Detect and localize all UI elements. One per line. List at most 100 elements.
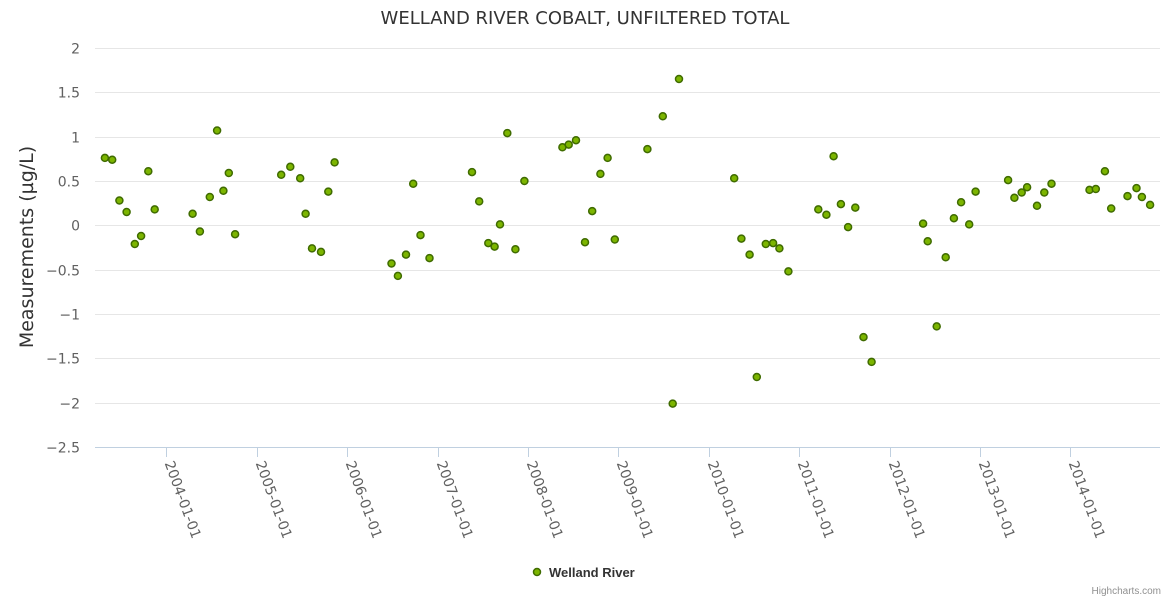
y-axis: 2 1.5 1 0.5 0 −0.5 −1 −1.5 −2 −2.5: [46, 42, 80, 457]
data-point[interactable]: [130, 239, 140, 249]
y-tick-label: −2: [59, 397, 80, 413]
data-point[interactable]: [1017, 188, 1026, 197]
data-point[interactable]: [212, 126, 222, 135]
data-point[interactable]: [918, 219, 928, 228]
data-point[interactable]: [923, 237, 932, 246]
data-point[interactable]: [276, 170, 286, 180]
data-point[interactable]: [1047, 179, 1056, 188]
y-tick-label: −0.5: [46, 264, 80, 280]
data-point[interactable]: [1003, 175, 1013, 185]
data-point[interactable]: [503, 128, 512, 138]
data-point[interactable]: [867, 357, 876, 367]
data-point[interactable]: [301, 209, 310, 219]
data-point[interactable]: [144, 166, 153, 176]
data-point[interactable]: [387, 259, 396, 268]
data-point[interactable]: [643, 144, 652, 154]
legend-marker[interactable]: [532, 567, 542, 577]
data-point[interactable]: [286, 162, 295, 172]
data-point[interactable]: [316, 247, 326, 257]
data-point[interactable]: [224, 168, 234, 178]
data-point[interactable]: [822, 210, 831, 219]
data-point[interactable]: [511, 245, 520, 254]
data-point[interactable]: [587, 206, 597, 216]
data-point[interactable]: [752, 372, 762, 382]
data-point[interactable]: [1022, 182, 1032, 192]
legend[interactable]: Welland River: [532, 565, 635, 580]
data-point[interactable]: [956, 198, 966, 207]
data-point[interactable]: [1132, 183, 1141, 193]
data-point[interactable]: [964, 220, 974, 229]
data-point[interactable]: [393, 271, 403, 281]
data-point[interactable]: [467, 167, 477, 177]
data-point[interactable]: [603, 153, 612, 163]
data-point[interactable]: [150, 205, 159, 214]
data-point[interactable]: [971, 187, 980, 196]
data-point[interactable]: [745, 250, 754, 259]
data-point[interactable]: [932, 322, 941, 331]
data-point[interactable]: [1137, 192, 1147, 202]
y-tick-label: −1.5: [46, 352, 80, 368]
data-point[interactable]: [100, 153, 110, 163]
data-point[interactable]: [737, 234, 746, 243]
data-point[interactable]: [843, 222, 853, 232]
data-point[interactable]: [1032, 201, 1042, 211]
data-point[interactable]: [219, 186, 228, 196]
data-point[interactable]: [571, 135, 581, 145]
data-point[interactable]: [195, 227, 205, 236]
data-point[interactable]: [580, 237, 590, 247]
data-point[interactable]: [205, 192, 215, 202]
data-point[interactable]: [658, 112, 668, 121]
data-point[interactable]: [784, 267, 793, 276]
data-point[interactable]: [495, 220, 505, 229]
y-axis-title: Measurements (µg/L): [16, 146, 38, 348]
data-point[interactable]: [1040, 188, 1049, 197]
data-point[interactable]: [107, 155, 117, 164]
data-point[interactable]: [416, 230, 425, 240]
data-point[interactable]: [401, 250, 411, 259]
data-point[interactable]: [122, 207, 131, 217]
data-point[interactable]: [295, 174, 305, 183]
data-point[interactable]: [1100, 166, 1110, 176]
credits-link[interactable]: Highcharts.com: [1092, 586, 1161, 597]
y-tick-label: 0.5: [58, 175, 80, 191]
legend-label-welland-river[interactable]: Welland River: [549, 565, 635, 580]
data-point[interactable]: [307, 244, 317, 253]
data-point[interactable]: [520, 176, 529, 186]
data-point[interactable]: [859, 332, 868, 342]
data-point[interactable]: [668, 399, 677, 408]
data-point[interactable]: [610, 235, 620, 244]
data-point[interactable]: [1010, 193, 1019, 203]
data-point[interactable]: [230, 229, 240, 239]
data-point[interactable]: [729, 174, 739, 183]
data-point[interactable]: [425, 253, 434, 263]
chart-title: WELLAND RIVER COBALT, UNFILTERED TOTAL: [381, 8, 790, 29]
data-point[interactable]: [188, 209, 197, 219]
data-point[interactable]: [115, 196, 124, 205]
data-point[interactable]: [829, 151, 838, 161]
data-point[interactable]: [949, 213, 959, 223]
y-tick-label: −2.5: [46, 441, 80, 457]
data-point[interactable]: [330, 158, 339, 167]
data-point[interactable]: [136, 231, 146, 241]
data-point[interactable]: [474, 197, 484, 206]
data-point[interactable]: [761, 239, 771, 249]
data-point[interactable]: [324, 187, 333, 196]
series-welland-river[interactable]: [100, 74, 1155, 408]
data-point[interactable]: [1145, 200, 1155, 210]
data-point[interactable]: [484, 238, 493, 248]
data-point[interactable]: [1106, 204, 1116, 213]
data-point[interactable]: [1091, 184, 1101, 194]
data-point[interactable]: [674, 74, 684, 84]
data-point[interactable]: [596, 169, 605, 179]
data-point[interactable]: [941, 253, 950, 262]
y-tick-label: 2: [71, 42, 80, 58]
data-point[interactable]: [814, 205, 823, 214]
data-point[interactable]: [851, 203, 860, 212]
data-point[interactable]: [564, 140, 573, 149]
data-point[interactable]: [408, 179, 418, 188]
data-point[interactable]: [768, 238, 778, 248]
data-point[interactable]: [836, 199, 846, 209]
data-point[interactable]: [1123, 191, 1132, 201]
data-point[interactable]: [490, 242, 499, 251]
data-point[interactable]: [775, 244, 784, 253]
